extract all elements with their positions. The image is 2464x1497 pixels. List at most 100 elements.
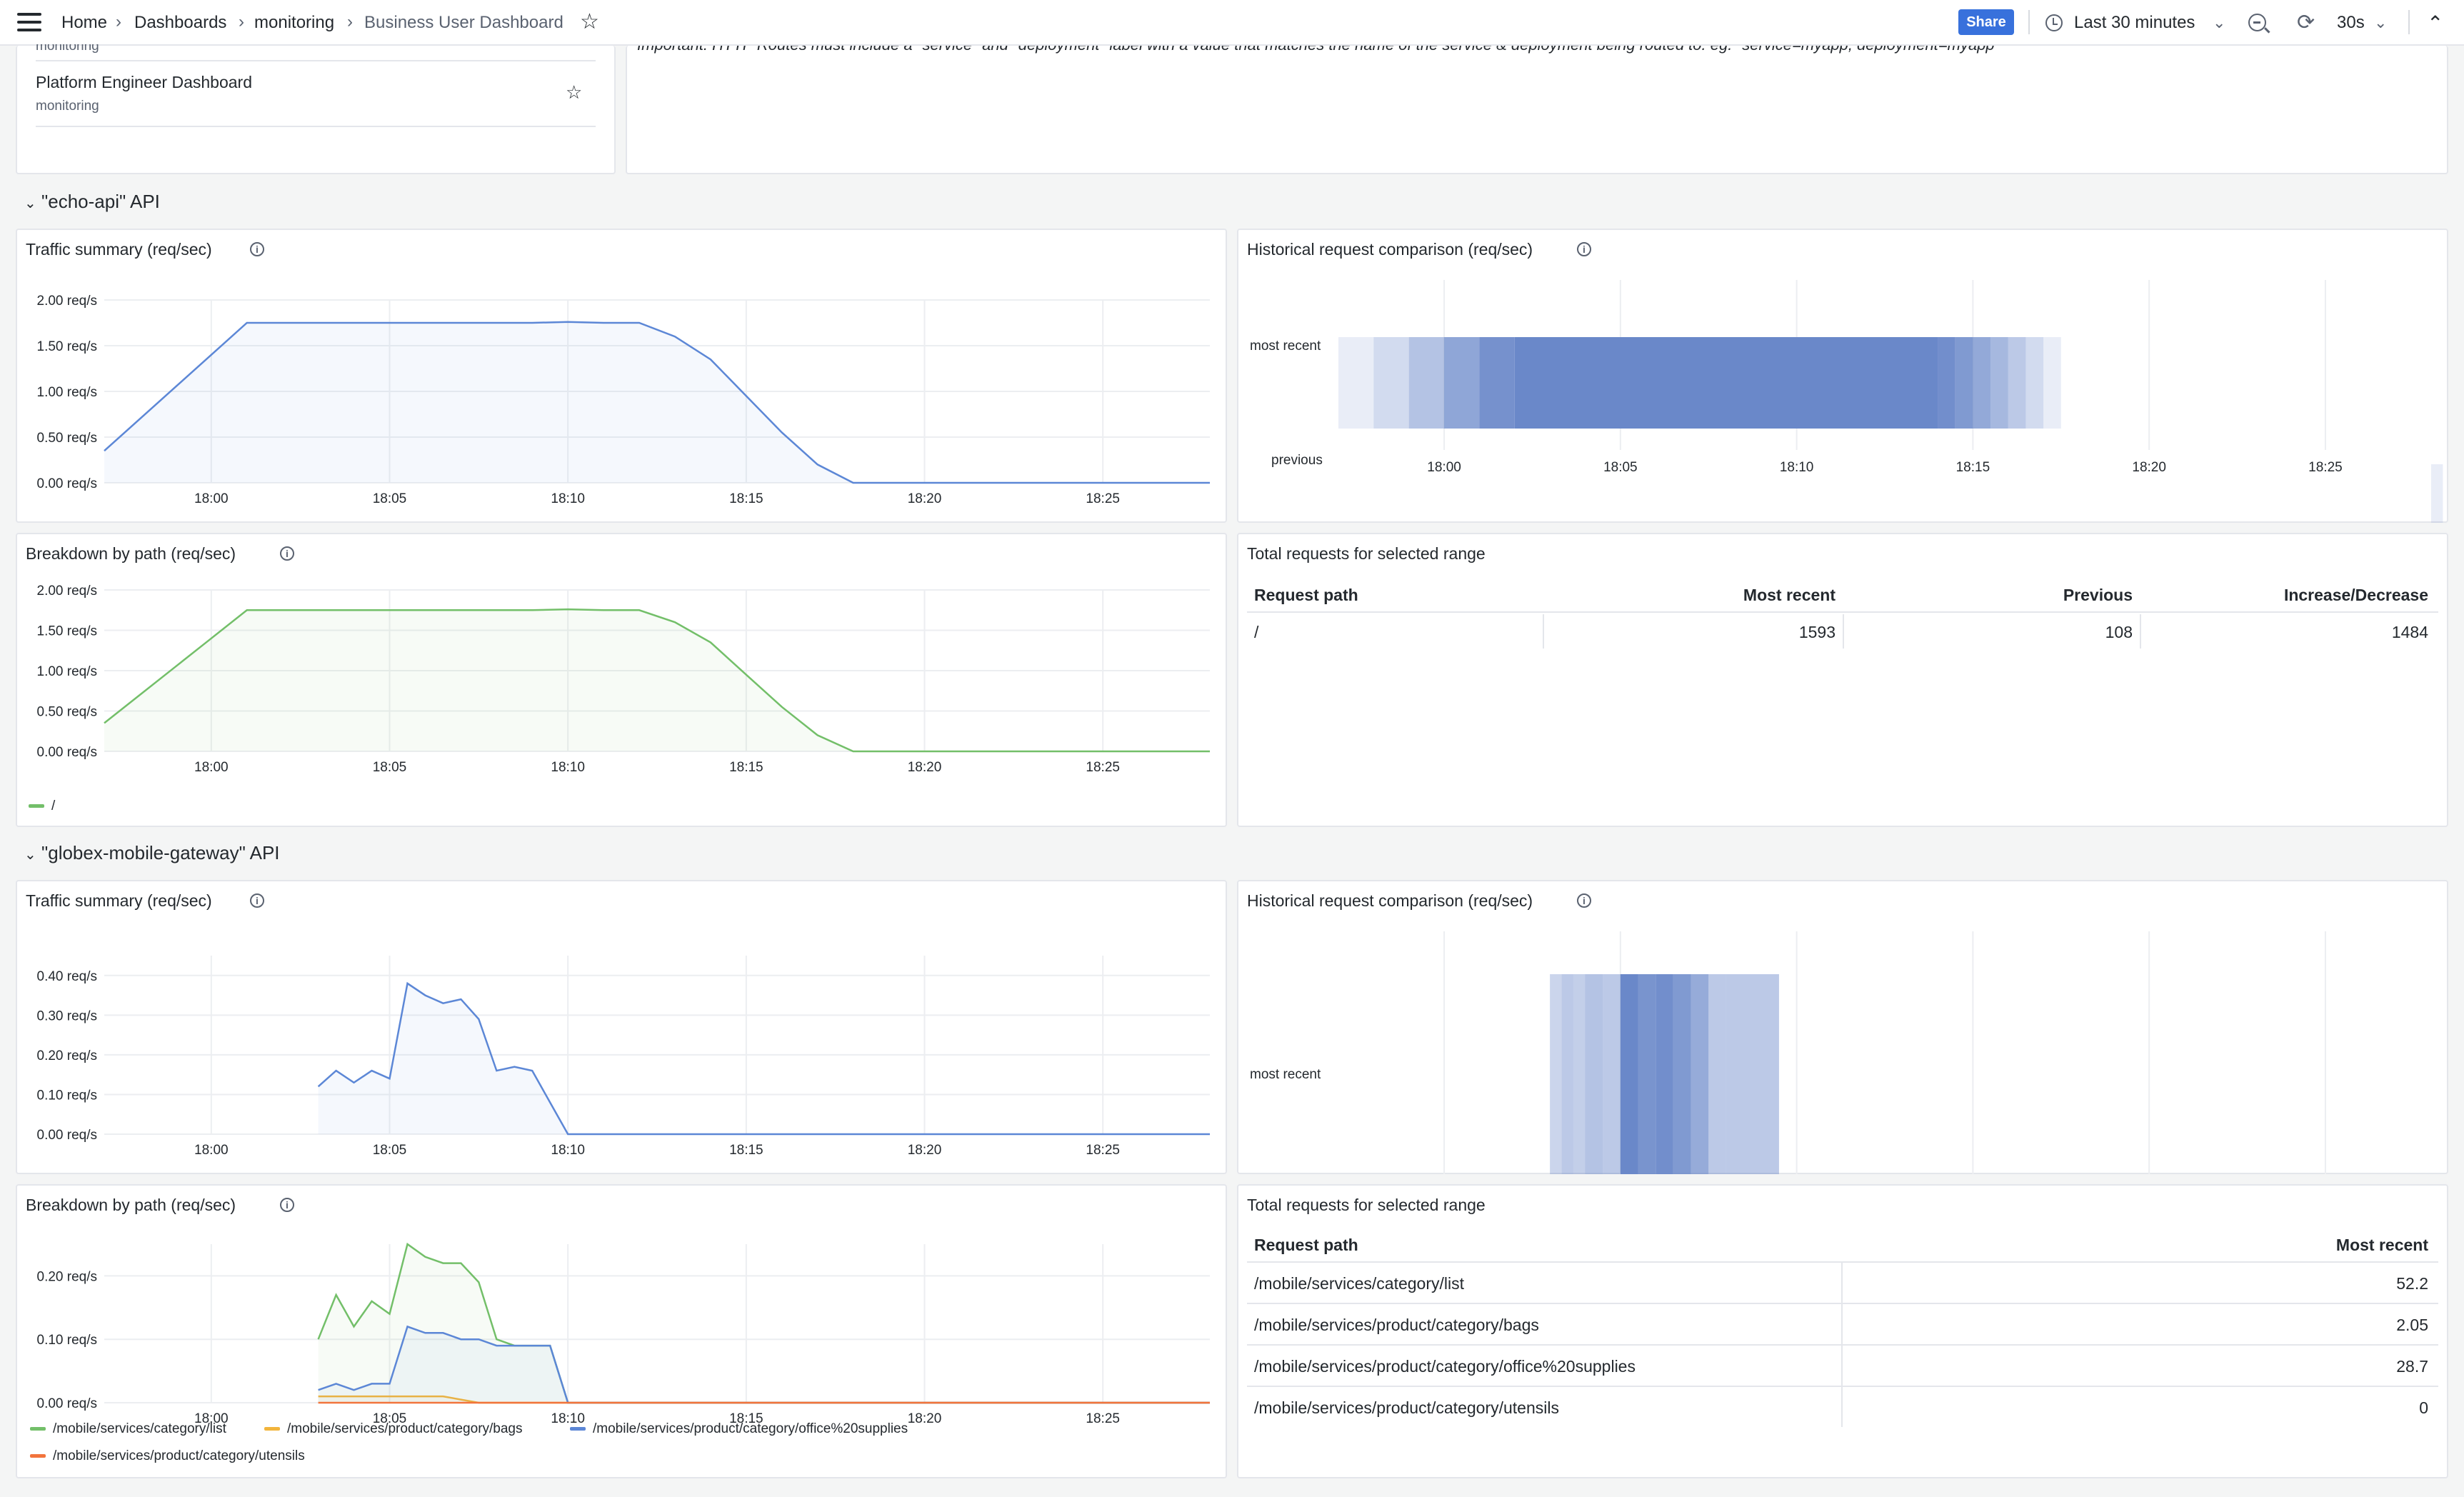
table-header-most-recent[interactable]: Most recent <box>2335 1236 2428 1254</box>
refresh-interval-picker[interactable]: 30s <box>2337 13 2365 32</box>
y-tick-label: 0.20 req/s <box>37 1048 98 1063</box>
breakdown-chart: 0.20 req/s 0.10 req/s 0.00 req/s 18:00 18:05… <box>37 1242 1211 1426</box>
y-tick-label: 0.10 req/s <box>37 1333 98 1348</box>
table-divider <box>1247 1261 2438 1263</box>
y-tick-label: 1.00 req/s <box>37 385 98 400</box>
legend-item[interactable]: / <box>29 798 55 814</box>
legend-item[interactable]: /mobile/services/product/category/office… <box>570 1421 908 1437</box>
breadcrumb-dashboards[interactable]: Dashboards <box>134 13 227 32</box>
row-header-globex-mobile-gateway[interactable]: "globex-mobile-gateway" API <box>41 842 280 863</box>
zoom-out-icon[interactable] <box>2248 14 2266 31</box>
heatmap-cell <box>1990 337 2008 429</box>
table-divider <box>1247 611 2438 613</box>
breakdown-by-path-panel: Breakdown by path (req/sec) i 0.20 req/s… <box>16 1184 1227 1478</box>
time-range-picker[interactable]: Last 30 minutes <box>2074 13 2195 32</box>
breadcrumb-separator: › <box>239 12 244 31</box>
chevron-down-icon[interactable]: ⌄ <box>24 847 36 863</box>
star-icon[interactable]: ☆ <box>580 10 599 34</box>
heatmap-cell <box>1514 337 1938 429</box>
divider <box>36 126 596 127</box>
table-cell-path: /mobile/services/product/category/office… <box>1254 1357 1636 1376</box>
menu-icon[interactable] <box>17 13 41 33</box>
legend-label: /mobile/services/product/category/office… <box>593 1421 908 1436</box>
info-icon[interactable]: i <box>280 1198 294 1212</box>
chevron-up-icon[interactable]: ⌃ <box>2427 12 2444 34</box>
chevron-down-icon[interactable]: ⌄ <box>2374 14 2388 31</box>
heatmap-cell <box>2431 464 2443 523</box>
table-header-most-recent[interactable]: Most recent <box>1743 586 1836 604</box>
table-cell-path: / <box>1254 623 1259 641</box>
heatmap-cell <box>1561 974 1574 1174</box>
info-icon[interactable]: i <box>280 546 294 561</box>
y-tick-label: 0.50 req/s <box>37 705 98 720</box>
info-icon[interactable]: i <box>1577 242 1591 256</box>
legend-item[interactable]: /mobile/services/category/list <box>30 1421 226 1437</box>
refresh-icon[interactable]: ⟳ <box>2297 11 2315 34</box>
info-icon[interactable]: i <box>1577 893 1591 908</box>
traffic-summary-panel: Traffic summary (req/sec) i 2.00 req/s 1.… <box>16 229 1227 523</box>
info-icon[interactable]: i <box>250 893 264 908</box>
heatmap-cell <box>1603 974 1621 1174</box>
legend-label: / <box>51 798 56 813</box>
traffic-summary-panel: Traffic summary (req/sec) i 0.40 req/s 0.… <box>16 880 1227 1174</box>
heatmap-cell <box>2025 337 2044 429</box>
series-area <box>318 983 1211 1134</box>
y-tick-label: 0.40 req/s <box>37 969 98 984</box>
table-header-previous[interactable]: Previous <box>2063 586 2133 604</box>
table-header-request-path[interactable]: Request path <box>1254 1236 1358 1254</box>
text-panel-content: Important: HTTP Routes must include a "s… <box>637 46 2000 54</box>
heatmap-cell <box>1938 337 1955 429</box>
table-header-increase-decrease[interactable]: Increase/Decrease <box>2283 586 2428 604</box>
heatmap-cell <box>2008 337 2026 429</box>
y-tick-label: 0.30 req/s <box>37 1008 98 1023</box>
star-icon[interactable]: ☆ <box>566 81 583 103</box>
panel-title: Total requests for selected range <box>1247 544 1486 563</box>
table-divider <box>1543 614 1544 649</box>
heatmap-cell <box>1726 974 1779 1174</box>
legend-swatch <box>30 1454 46 1458</box>
share-button[interactable]: Share <box>1958 9 2014 35</box>
historical-heatmap: 18:00 18:05 18:10 18:15 18:20 18:25 most recen… <box>1250 280 2443 523</box>
series-area <box>104 321 1210 483</box>
panel-title: Historical request comparison (req/sec) <box>1247 240 1533 259</box>
row-header-echo-api[interactable]: "echo-api" API <box>41 191 160 212</box>
x-tick-label: 18:05 <box>373 1143 407 1158</box>
legend-label: /mobile/services/product/category/utensi… <box>53 1448 305 1463</box>
breadcrumb-home[interactable]: Home <box>61 13 108 32</box>
legend-label: /mobile/services/category/list <box>53 1421 226 1436</box>
panel-title: Traffic summary (req/sec) <box>26 240 212 259</box>
breadcrumb-monitoring[interactable]: monitoring <box>254 13 335 32</box>
table-cell-path: /mobile/services/product/category/bags <box>1254 1316 1539 1334</box>
y-tick-label: 0.10 req/s <box>37 1088 98 1103</box>
panel-title: Historical request comparison (req/sec) <box>1247 891 1533 910</box>
x-tick-label: 18:05 <box>373 1411 407 1426</box>
x-tick-label: 18:10 <box>551 1411 585 1426</box>
dashboard-list-item-title[interactable]: Platform Engineer Dashboard <box>36 73 252 91</box>
heatmap-cell <box>1673 974 1691 1174</box>
table-cell-path: /mobile/services/category/list <box>1254 1274 1464 1293</box>
panel-title: Traffic summary (req/sec) <box>26 891 212 910</box>
heatmap-cell <box>1550 974 1562 1174</box>
heatmap-cell <box>1656 974 1673 1174</box>
legend-item[interactable]: /mobile/services/product/category/bags <box>264 1421 523 1437</box>
panel-title: Breakdown by path (req/sec) <box>26 544 236 563</box>
table-header-request-path[interactable]: Request path <box>1254 586 1358 604</box>
series-line <box>104 608 1210 753</box>
x-tick-label: 18:10 <box>551 1143 585 1158</box>
table-divider <box>2140 614 2141 649</box>
x-tick-label: 18:20 <box>2132 460 2166 475</box>
table-cell-most-recent: 2.05 <box>2396 1316 2428 1334</box>
info-icon[interactable]: i <box>250 242 264 256</box>
historical-comparison-panel: Historical request comparison (req/sec) … <box>1237 229 2448 523</box>
chevron-down-icon[interactable]: ⌄ <box>24 196 36 211</box>
x-tick-label: 18:25 <box>2308 460 2343 475</box>
chevron-down-icon[interactable]: ⌄ <box>2213 14 2226 31</box>
legend-item[interactable]: /mobile/services/product/category/utensi… <box>30 1448 305 1464</box>
heatmap-cell <box>1691 974 1709 1174</box>
panel-title: Breakdown by path (req/sec) <box>26 1196 236 1214</box>
row-label: previous <box>1271 453 1323 468</box>
y-tick-label: 0.00 req/s <box>37 1128 98 1143</box>
x-tick-label: 18:25 <box>1086 491 1120 506</box>
y-tick-label: 0.00 req/s <box>37 476 98 491</box>
table-divider <box>1247 1344 2438 1346</box>
